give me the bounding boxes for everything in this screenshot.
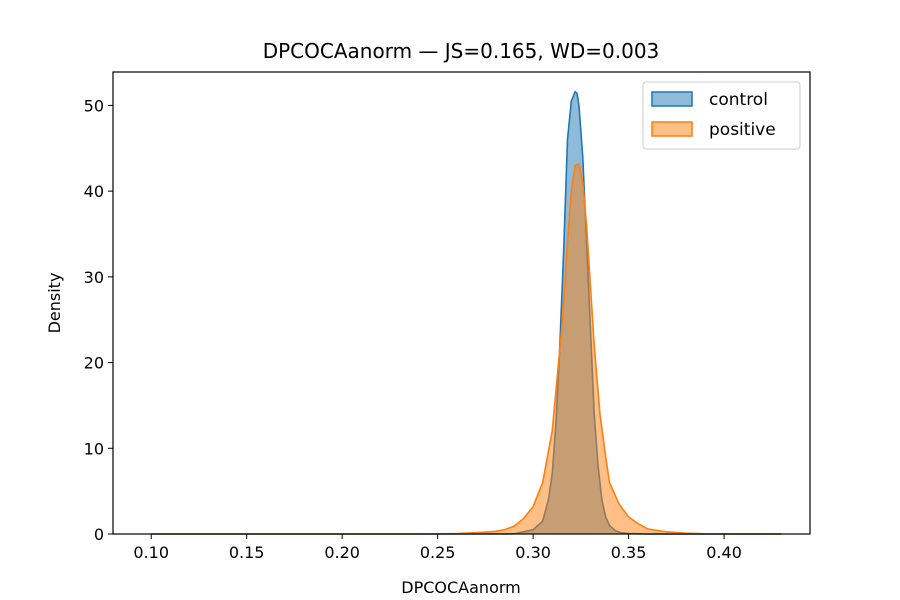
y-axis-title: Density — [45, 273, 64, 334]
legend-swatch-positive — [651, 121, 693, 137]
legend-swatch-control — [651, 91, 693, 107]
x-tick-label: 0.10 — [133, 543, 169, 562]
x-tick-label: 0.30 — [515, 543, 551, 562]
legend: control positive — [642, 81, 801, 150]
x-axis-title: DPCOCAanorm — [401, 578, 520, 597]
chart-title: DPCOCAanorm — JS=0.165, WD=0.003 — [263, 39, 660, 63]
legend-label-positive: positive — [709, 120, 776, 140]
plot-frame — [112, 71, 811, 535]
y-tick-label: 40 — [84, 182, 104, 201]
y-tick-label: 50 — [84, 96, 104, 115]
y-tick-label: 20 — [84, 354, 104, 373]
density-line-positive — [151, 162, 782, 535]
legend-label-control: control — [709, 90, 768, 110]
y-axis: 0 10 20 30 40 50 — [84, 96, 113, 544]
x-axis: 0.10 0.15 0.20 0.25 0.30 0.35 0.40 — [133, 534, 742, 562]
x-tick-label: 0.20 — [324, 543, 360, 562]
plot-areas — [151, 90, 782, 535]
density-line-control — [151, 90, 782, 535]
density-area-positive — [151, 163, 782, 534]
y-tick-label: 30 — [84, 268, 104, 287]
x-tick-label: 0.15 — [229, 543, 265, 562]
y-tick-label: 10 — [84, 439, 104, 458]
x-tick-label: 0.25 — [420, 543, 456, 562]
y-tick-label: 0 — [94, 525, 104, 544]
x-tick-label: 0.35 — [611, 543, 647, 562]
x-tick-label: 0.40 — [706, 543, 742, 562]
density-area-control — [151, 91, 782, 535]
